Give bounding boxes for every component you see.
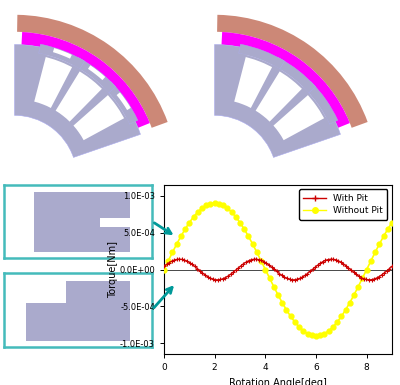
Wedge shape	[234, 49, 276, 108]
Wedge shape	[117, 92, 131, 110]
Wedge shape	[53, 48, 72, 59]
Wedge shape	[222, 32, 350, 128]
Wedge shape	[256, 65, 307, 122]
Wedge shape	[88, 65, 105, 80]
Wedge shape	[274, 66, 308, 94]
Wedge shape	[17, 15, 168, 128]
Polygon shape	[34, 192, 130, 252]
Legend: With Pit, Without Pit: With Pit, Without Pit	[299, 189, 388, 220]
Wedge shape	[274, 58, 316, 93]
Wedge shape	[104, 89, 129, 124]
Wedge shape	[34, 49, 76, 108]
Wedge shape	[74, 90, 131, 140]
Wedge shape	[217, 15, 368, 128]
Wedge shape	[22, 32, 150, 128]
Wedge shape	[39, 54, 79, 70]
Wedge shape	[239, 44, 284, 69]
Wedge shape	[304, 82, 338, 124]
Polygon shape	[26, 281, 130, 341]
X-axis label: Rotation Angle[deg]: Rotation Angle[deg]	[229, 378, 327, 385]
Wedge shape	[14, 45, 140, 157]
Wedge shape	[239, 54, 279, 70]
Wedge shape	[274, 90, 331, 140]
Wedge shape	[104, 82, 138, 124]
Wedge shape	[39, 44, 84, 69]
Wedge shape	[304, 89, 329, 124]
Wedge shape	[74, 58, 116, 93]
Wedge shape	[74, 66, 108, 94]
Y-axis label: Torque[Nm]: Torque[Nm]	[108, 241, 118, 298]
Wedge shape	[56, 65, 107, 122]
Wedge shape	[214, 45, 340, 157]
